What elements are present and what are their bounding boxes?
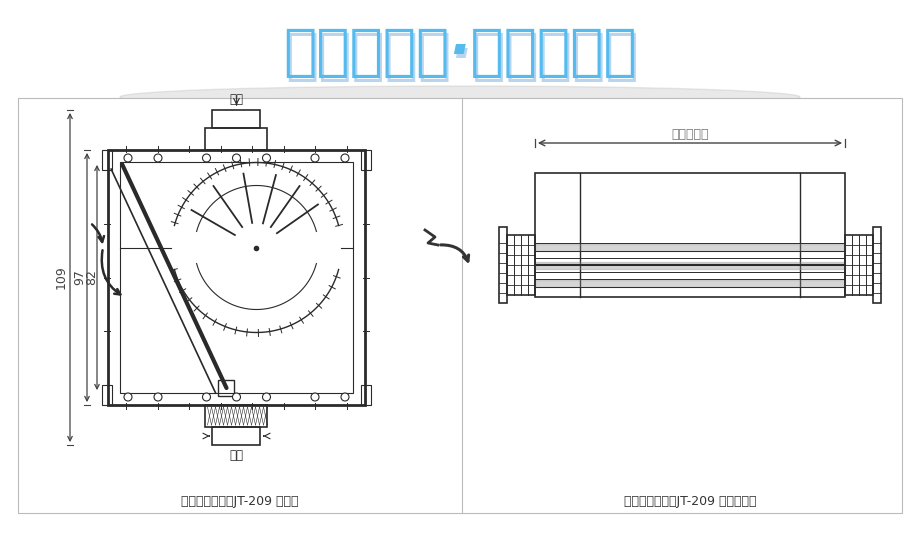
Text: 109: 109 (54, 265, 67, 289)
Circle shape (202, 154, 210, 162)
Bar (360, 150, 370, 170)
Bar (102, 385, 112, 405)
Bar (102, 150, 112, 170)
Bar (872, 227, 880, 303)
Bar (844, 235, 872, 295)
Circle shape (341, 393, 348, 401)
Bar (205, 405, 267, 427)
Bar (535, 173, 844, 297)
Circle shape (202, 393, 210, 401)
Bar (205, 128, 267, 150)
Bar (219, 380, 234, 396)
Circle shape (124, 154, 131, 162)
Circle shape (262, 393, 270, 401)
Text: 可调: 可调 (229, 449, 244, 462)
Bar (498, 227, 506, 303)
Bar (119, 162, 353, 393)
Text: 97: 97 (74, 270, 86, 286)
Bar (108, 150, 365, 405)
Circle shape (153, 393, 162, 401)
Text: 通风器全长: 通风器全长 (671, 128, 708, 141)
Text: 空气要清新·家泰更贴心: 空气要清新·家泰更贴心 (285, 30, 638, 84)
Bar (212, 110, 260, 128)
Circle shape (311, 154, 319, 162)
Ellipse shape (119, 86, 800, 108)
Bar (18, 98, 901, 513)
Circle shape (153, 154, 162, 162)
Bar (506, 235, 535, 295)
Text: 门窗自然通风器JT-209 俯视节点图: 门窗自然通风器JT-209 俯视节点图 (623, 494, 755, 507)
Circle shape (262, 154, 270, 162)
Circle shape (233, 154, 240, 162)
Bar (360, 385, 370, 405)
Circle shape (124, 393, 131, 401)
Circle shape (341, 154, 348, 162)
Text: 可调: 可调 (229, 93, 244, 106)
Circle shape (311, 393, 319, 401)
Text: 82: 82 (85, 270, 98, 286)
Text: 空气要清新·家泰更贴心: 空气要清新·家泰更贴心 (283, 26, 636, 80)
Circle shape (233, 393, 240, 401)
Bar (212, 427, 260, 445)
Text: 门窗自然通风器JT-209 节点图: 门窗自然通风器JT-209 节点图 (181, 494, 299, 507)
